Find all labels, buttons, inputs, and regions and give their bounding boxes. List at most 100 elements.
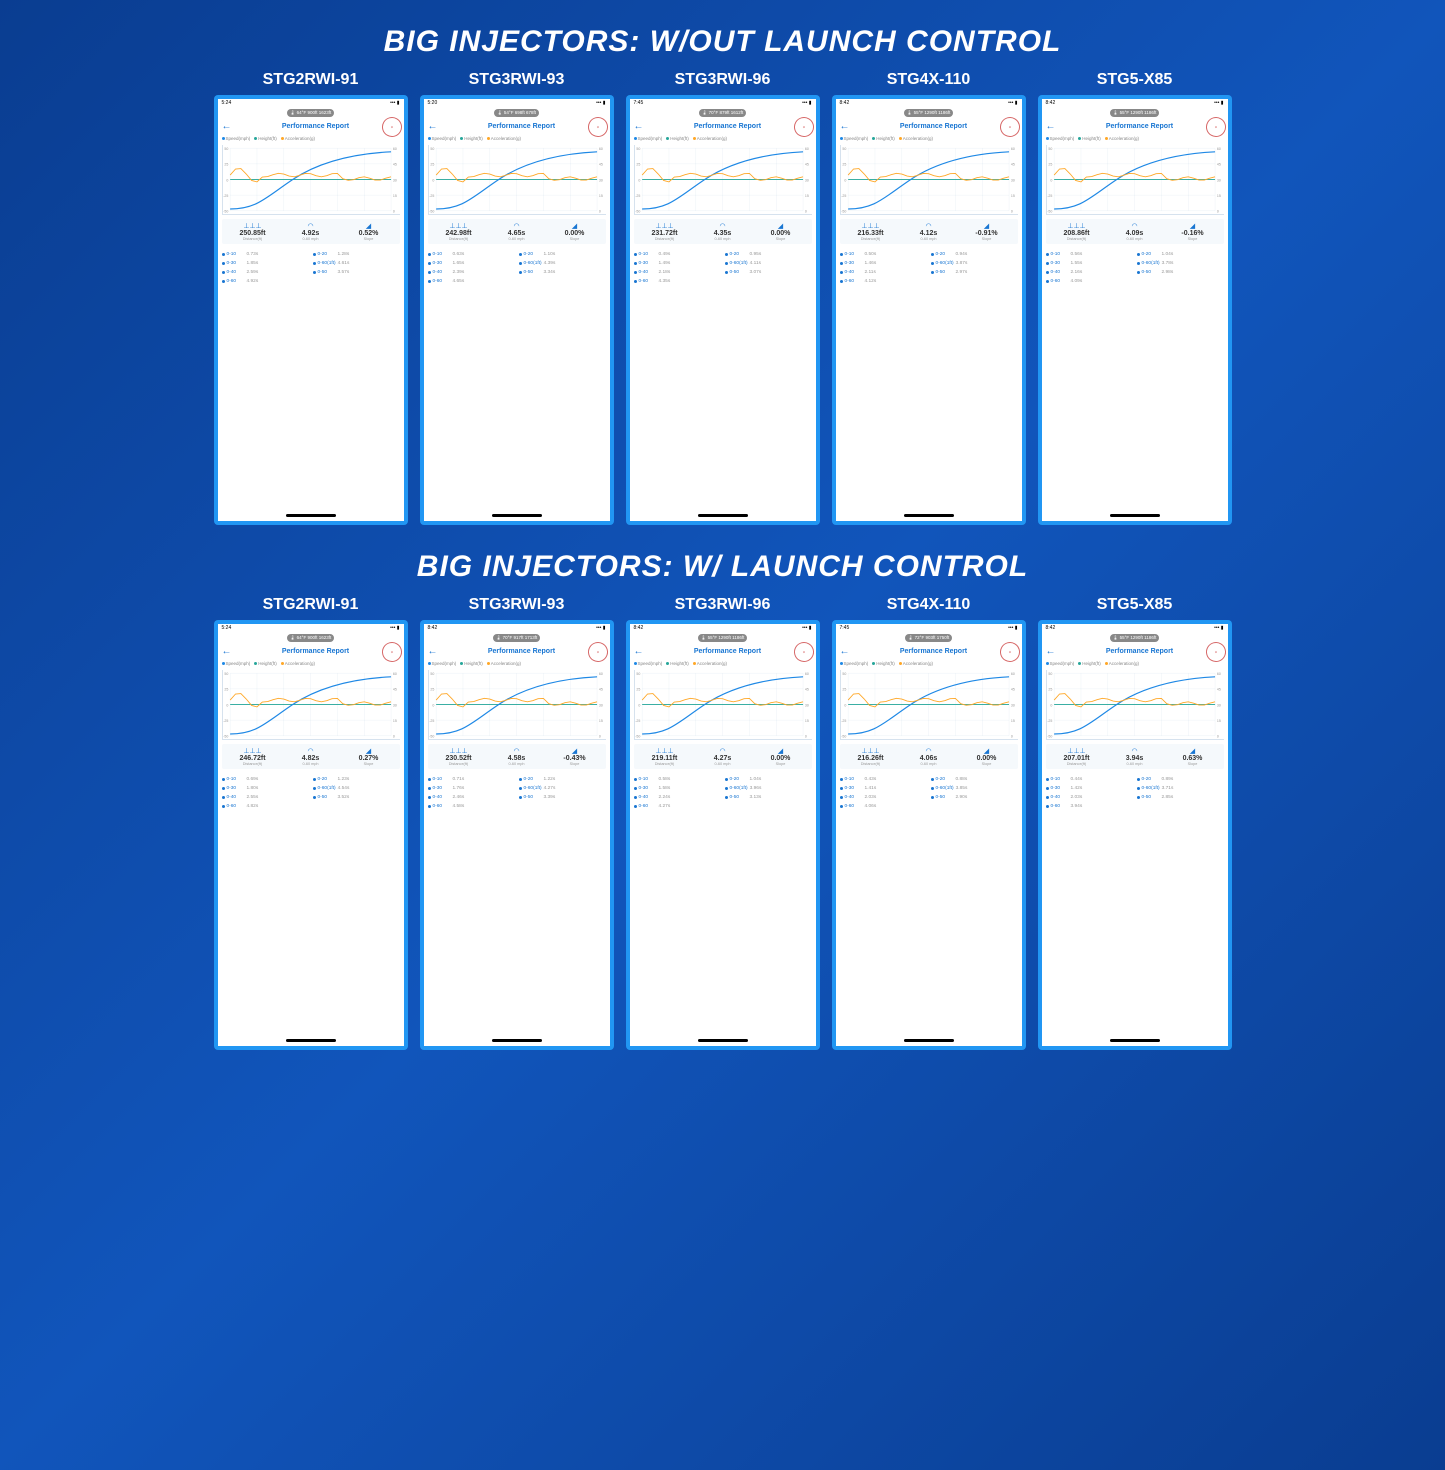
metric-distance-value: 246.72ft [224,755,282,762]
legend-accel: Acceleration(g) [487,661,521,666]
split-dot-icon [428,262,431,265]
back-arrow-icon[interactable]: ← [840,646,850,657]
split-dot-icon [428,271,431,274]
split-value: 2.39s [453,270,465,275]
phone-frame: 5:20 ••• ▮ 🌡 54°F 698ft 678ft ← Performa… [420,95,614,525]
back-arrow-icon[interactable]: ← [634,121,644,132]
svg-text:-25: -25 [635,719,640,723]
svg-text:-25: -25 [1047,194,1052,198]
phone-screen: 8:42 ••• ▮ 🌡 55°F 1290ft 1186ft ← Perfor… [630,624,816,1046]
svg-text:60: 60 [804,672,808,676]
metric-time: ◠ 4.27s 0-60 mph [694,747,752,766]
split-dot-icon [634,805,637,808]
splits-grid: 0-10 0.49s 0-20 0.95s 0-30 1.49s 0-60(1f… [630,248,816,288]
back-arrow-icon[interactable]: ← [428,646,438,657]
split-value: 0.73s [247,252,259,257]
legend-height: Height(ft) [1078,136,1101,141]
phone-frame: 7:45 ••• ▮ 🌡 72°F 903ft 1750ft ← Perform… [832,620,1026,1050]
split-label: 0-50 [1142,795,1160,800]
back-arrow-icon[interactable]: ← [428,121,438,132]
slope-icon: ◢ [1164,747,1222,755]
home-indicator [286,514,336,517]
card-label: STG2RWI-91 [263,596,359,614]
metrics-box: ⊥⊥⊥ 231.72ft Distance(ft) ◠ 4.35s 0-60 m… [634,219,812,244]
split-dot-icon [428,253,431,256]
metric-time-value: 3.94s [1106,755,1164,762]
split-value: 0.95s [750,252,762,257]
status-time: 8:42 [634,625,644,631]
metric-time: ◠ 4.65s 0-60 mph [488,222,546,241]
split-row: 0-50 3.39s [519,793,606,802]
legend-speed: Speed(mph) [222,136,251,141]
performance-chart: 50250-25-50604530150 [223,145,400,214]
split-label: 0-50 [524,795,542,800]
metric-slope-label: Slope [752,237,810,241]
split-row: 0-60(1ft) 3.71s [1137,784,1224,793]
split-row: 0-60(1ft) 4.11s [725,259,812,268]
weather-bar: 🌡 64°F 900ft 1623ft [218,632,404,644]
split-label: 0-30 [639,786,657,791]
back-arrow-icon[interactable]: ← [1046,646,1056,657]
status-time: 8:42 [840,100,850,106]
metric-distance-value: 208.86ft [1048,230,1106,237]
split-dot-icon [1137,796,1140,799]
split-value: 3.34s [544,270,556,275]
split-label: 0-60(1ft) [1142,786,1160,791]
split-label: 0-50 [524,270,542,275]
svg-text:45: 45 [598,163,602,167]
metric-slope-value: -0.43% [546,755,604,762]
split-dot-icon [840,262,843,265]
back-arrow-icon[interactable]: ← [1046,121,1056,132]
splits-grid: 0-10 0.73s 0-20 1.28s 0-30 1.85s 0-60(1f… [218,248,404,288]
status-icons: ••• ▮ [596,625,605,631]
split-row: 0-10 0.71s [428,775,515,784]
split-label: 0-60 [639,804,657,809]
status-time: 5:24 [222,100,232,106]
performance-chart: 50250-25-50604530150 [841,670,1018,739]
metric-distance: ⊥⊥⊥ 216.26ft Distance(ft) [842,747,900,766]
chart-legend: Speed(mph) Height(ft) Acceleration(g) [1042,134,1228,143]
metric-distance: ⊥⊥⊥ 208.86ft Distance(ft) [1048,222,1106,241]
metric-time-value: 4.09s [1106,230,1164,237]
split-label: 0-40 [1051,795,1069,800]
split-row: 0-10 0.50s [840,250,927,259]
back-arrow-icon[interactable]: ← [840,121,850,132]
gauge-icon: ◠ [694,747,752,755]
metric-time: ◠ 4.58s 0-60 mph [488,747,546,766]
split-label: 0-20 [936,777,954,782]
split-dot-icon [634,271,637,274]
card-label: STG3RWI-93 [469,71,565,89]
split-row: 0-30 1.58s [634,784,721,793]
split-label: 0-20 [318,252,336,257]
svg-text:30: 30 [392,178,396,182]
split-row: 0-60 4.82s [222,802,309,811]
split-label: 0-20 [524,252,542,257]
svg-text:0: 0 [598,210,600,214]
metric-distance-label: Distance(ft) [430,762,488,766]
split-row: 0-50 2.90s [931,793,1018,802]
split-row: 0-40 2.39s [428,268,515,277]
svg-text:-50: -50 [1047,735,1052,739]
split-row: 0-50 2.97s [931,268,1018,277]
splits-grid: 0-10 0.58s 0-20 1.04s 0-30 1.58s 0-60(1f… [630,773,816,813]
weather-pill: 🌡 70°F 879ft 1612ft [699,109,747,117]
split-row: 0-10 0.73s [222,250,309,259]
metric-slope-label: Slope [958,762,1016,766]
weather-bar: 🌡 72°F 903ft 1750ft [836,632,1022,644]
split-row: 0-10 0.69s [222,775,309,784]
metric-distance: ⊥⊥⊥ 216.33ft Distance(ft) [842,222,900,241]
performance-chart: 50250-25-50604530150 [841,145,1018,214]
split-row: 0-50 3.34s [519,268,606,277]
metric-time-label: 0-60 mph [694,237,752,241]
split-value: 0.50s [865,252,877,257]
back-arrow-icon[interactable]: ← [634,646,644,657]
back-arrow-icon[interactable]: ← [222,121,232,132]
splits-grid: 0-10 0.56s 0-20 1.04s 0-30 1.55s 0-60(1f… [1042,248,1228,288]
split-dot-icon [840,787,843,790]
back-arrow-icon[interactable]: ← [222,646,232,657]
svg-text:30: 30 [598,703,602,707]
phone-screen: 8:42 ••• ▮ 🌡 55°F 1290ft 1186ft ← Perfor… [1042,624,1228,1046]
chart-legend: Speed(mph) Height(ft) Acceleration(g) [836,134,1022,143]
chart-area: 50250-25-50604530150 [428,145,606,215]
split-value: 2.16s [1071,270,1083,275]
